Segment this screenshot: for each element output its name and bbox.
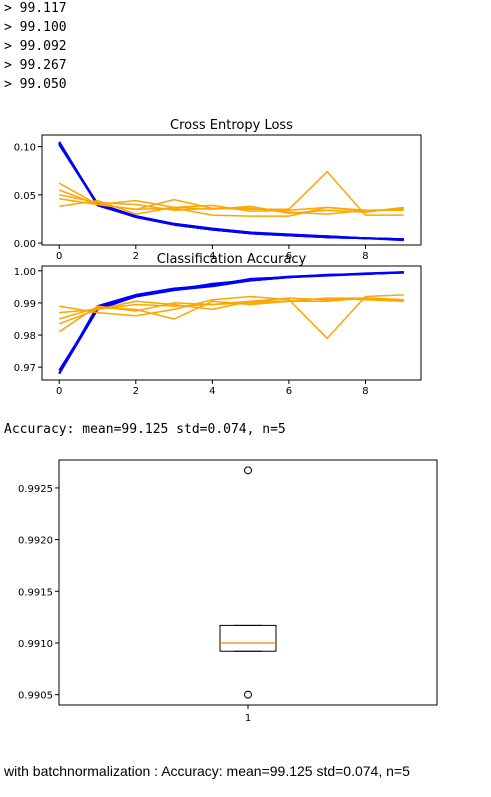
y-tick-label: 0.9905 [18,691,53,702]
chart-1-series-10 [59,199,404,215]
chart-2-series-10 [58,297,404,333]
x-tick-label: 8 [362,386,368,397]
x-tick-label: 1 [245,713,251,724]
chart-2-series-3 [58,271,404,371]
chart-2-series-1 [58,271,404,375]
chart-2-series-6 [59,294,404,340]
y-tick-label: 0.9925 [18,484,53,495]
outlier-point-2 [244,690,252,699]
chart-1-series-8 [59,170,404,216]
log-line-2: > 99.100 [4,20,67,35]
x-tick-label: 2 [133,386,139,397]
x-tick-label: 2 [133,251,139,262]
accuracy-summary: Accuracy: mean=99.125 std=0.074, n=5 [4,422,286,437]
y-tick-label: 0.98 [14,331,36,342]
y-tick-label: 0.9910 [18,639,53,650]
chart-1-series-1 [58,141,404,241]
log-line-3: > 99.092 [4,39,67,54]
y-tick-label: 0.9915 [18,587,53,598]
chart-1-series-5 [58,142,404,241]
y-tick-label: 0.00 [14,239,36,250]
log-line-1: > 99.117 [4,1,67,16]
x-tick-label: 4 [209,386,215,397]
log-line-5: > 99.050 [4,77,67,92]
outlier-point-1 [244,466,252,475]
log-line-4: > 99.267 [4,58,67,73]
y-tick-label: 0.9920 [18,536,53,547]
chart-2-series-5 [58,271,404,375]
chart-2-series-7 [59,297,404,314]
chart-1-series-4 [58,144,404,241]
x-tick-label: 6 [286,251,292,262]
x-tick-label: 6 [286,386,292,397]
y-tick-label: 0.99 [14,299,36,310]
chart-1-frame [41,134,422,246]
chart-1-series-2 [58,143,404,241]
chart-1-title: Cross Entropy Loss [170,118,293,133]
x-tick-label: 8 [362,251,368,262]
y-tick-label: 1.00 [14,267,36,278]
x-tick-label: 0 [56,386,62,397]
y-tick-label: 0.10 [14,143,36,154]
x-tick-label: 0 [56,251,62,262]
box-iqr [219,624,277,652]
chart-2-title: Classification Accuracy [157,252,307,267]
batchnorm-summary: with batchnormalization : Accuracy: mean… [4,763,410,779]
y-tick-label: 0.97 [14,363,36,374]
chart-1-series-3 [58,142,404,242]
chart-2 [38,265,422,384]
chart-2-series-4 [58,271,404,375]
chart-1 [38,134,422,249]
chart-2-frame [41,265,422,381]
x-tick-label: 4 [209,251,215,262]
y-tick-label: 0.05 [14,191,36,202]
boxplot-chart [55,459,438,709]
chart-2-series-2 [58,271,404,375]
boxplot-frame [58,459,438,706]
